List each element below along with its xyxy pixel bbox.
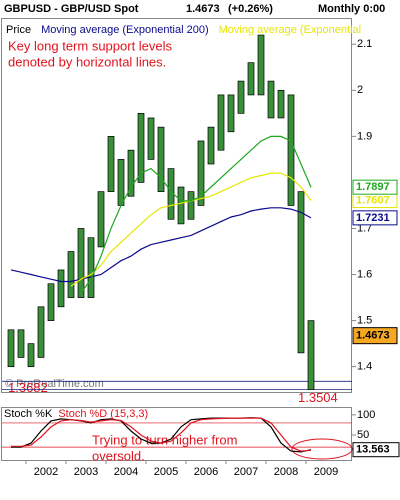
annotation: oversold.	[92, 448, 145, 463]
x-tick-label: 2006	[194, 466, 218, 478]
support-label: 1.3682	[8, 380, 48, 395]
price-bar	[177, 186, 185, 225]
chart-title: GBPUSD - GBP/USD Spot	[4, 3, 139, 15]
legend-entry: Stoch %K	[4, 408, 53, 420]
price-bar	[307, 320, 315, 391]
price-bar	[27, 343, 35, 368]
price-bar	[117, 159, 125, 206]
y-tick-label: 50	[357, 429, 369, 441]
value-box	[352, 442, 400, 458]
price-bar	[67, 251, 75, 298]
price-bar	[247, 62, 255, 96]
x-tick-label: 2005	[154, 466, 178, 478]
x-tick-label: 2004	[114, 466, 138, 478]
price-bar	[107, 136, 115, 192]
x-tick-label: 2009	[314, 466, 338, 478]
y-tick-label: 2	[357, 84, 363, 96]
line-series	[10, 207, 312, 283]
legend-entry: Price	[6, 24, 31, 36]
legend-entry: Moving average (Exponential 200)	[41, 24, 209, 36]
support-label: 1.3504	[298, 390, 338, 405]
highlight-ellipse	[291, 438, 353, 460]
price-bar	[7, 329, 15, 368]
annotation: Key long term support levels	[8, 38, 173, 53]
value-box	[352, 179, 398, 195]
price-bar	[187, 191, 195, 220]
price-bar	[47, 283, 55, 321]
price-bar	[197, 140, 205, 206]
legend-entry: Moving average (Exponential	[219, 24, 361, 36]
line-series	[80, 135, 312, 294]
x-tick-label: 2002	[34, 466, 58, 478]
price-change: (+0.26%)	[228, 3, 273, 15]
price-bar	[97, 191, 105, 248]
legend-entry: Stoch %D (15,3,3)	[58, 408, 148, 420]
line-series	[11, 417, 312, 452]
value-label: 1.7231	[356, 212, 390, 224]
price-bar	[57, 269, 65, 308]
value-label: 13.563	[356, 444, 390, 456]
price-bar	[137, 112, 145, 183]
watermark: © ProRealTime.com	[5, 378, 104, 390]
price-bar	[127, 149, 135, 197]
x-tick-label: 2008	[274, 466, 298, 478]
price-bar	[157, 126, 165, 192]
y-tick-label: 2.1	[357, 38, 372, 50]
last-price: 1.4673	[186, 3, 220, 15]
last-price-box	[352, 327, 398, 345]
price-bar	[297, 191, 305, 354]
price-bar	[87, 237, 95, 298]
value-label: 1.7607	[356, 194, 390, 206]
y-tick-label: 1.7	[357, 222, 372, 234]
period: Monthly 0:00	[318, 3, 385, 15]
last-price-label: 1.4673	[356, 330, 390, 342]
main-panel	[1, 18, 352, 393]
price-bar	[37, 306, 45, 358]
price-bar	[147, 117, 155, 160]
price-bar	[217, 94, 225, 151]
value-box	[352, 210, 398, 226]
price-bar	[227, 94, 235, 133]
annotation: Trying to turn higher from	[92, 432, 237, 447]
price-bar	[277, 89, 285, 119]
x-tick-label: 2003	[74, 466, 98, 478]
price-bar	[267, 80, 275, 119]
y-tick-label: 1.6	[357, 268, 372, 280]
price-bar	[77, 228, 85, 298]
price-bar	[237, 80, 245, 114]
value-label: 1.7897	[356, 181, 390, 193]
y-tick-label: 100	[357, 409, 375, 421]
price-bar	[287, 94, 295, 206]
price-bar	[17, 329, 25, 358]
y-tick-label: 1.4	[357, 361, 372, 373]
stoch-panel	[1, 407, 352, 461]
price-bar	[207, 126, 215, 165]
y-tick-label: 1.5	[357, 315, 372, 327]
price-bar	[257, 34, 265, 96]
x-tick-label: 2007	[234, 466, 258, 478]
annotation: denoted by horizontal lines.	[8, 54, 166, 69]
y-tick-label: 1.9	[357, 130, 372, 142]
